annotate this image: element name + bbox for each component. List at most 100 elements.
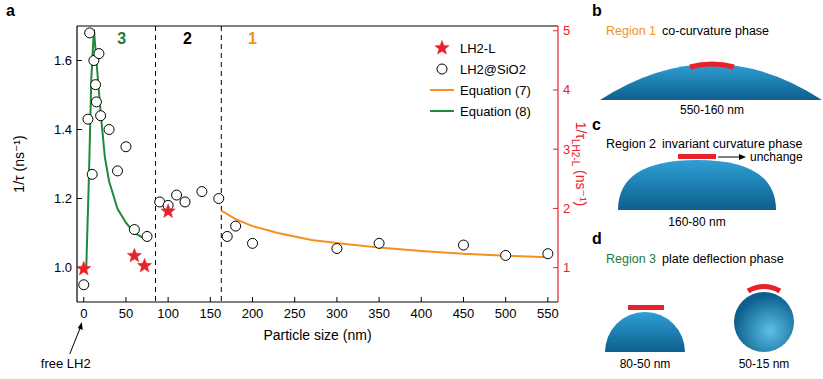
- sphere: [734, 292, 794, 352]
- x-tick-label: 300: [326, 306, 348, 321]
- size-range: 550-160 nm: [680, 103, 744, 117]
- region-label: 3: [117, 30, 126, 47]
- y2-tick-label: 3: [563, 142, 570, 157]
- y2-tick-label: 1: [563, 260, 570, 275]
- data-point: [83, 114, 93, 124]
- x-tick-label: 550: [537, 306, 559, 321]
- legend-swatch: [430, 110, 454, 112]
- x-tick-label: 200: [242, 306, 264, 321]
- x-tick-label: 50: [119, 306, 133, 321]
- data-point: [180, 197, 190, 207]
- y-axis: [76, 26, 77, 302]
- x-tick: [210, 297, 211, 302]
- y-tick-label: 1.0: [54, 260, 72, 275]
- legend-swatch: [437, 64, 447, 74]
- x-tick: [125, 297, 126, 302]
- dome: [600, 64, 822, 100]
- y2-tick: [553, 208, 558, 209]
- x-tick: [168, 297, 169, 302]
- patch: [748, 287, 780, 292]
- note: unchange: [750, 150, 803, 164]
- y2-axis-title-part: LH2-L: [570, 139, 581, 167]
- data-point: [77, 261, 91, 275]
- x-tick-label: 500: [495, 306, 517, 321]
- dome: [605, 312, 685, 352]
- data-point: [161, 204, 175, 218]
- x-tick-label: 400: [410, 306, 432, 321]
- patch: [678, 154, 716, 159]
- panel-letter: b: [592, 2, 602, 19]
- x-tick: [505, 297, 506, 302]
- data-point: [91, 97, 101, 107]
- x-tick: [379, 297, 380, 302]
- x-tick-label: 0: [80, 306, 87, 321]
- patch: [628, 305, 664, 310]
- data-point: [214, 194, 224, 204]
- y-tick: [77, 198, 82, 199]
- x-tick: [547, 297, 548, 302]
- phase-name: invariant curvature phase: [662, 137, 802, 151]
- data-point: [85, 28, 95, 38]
- phase-name: co-curvature phase: [662, 24, 769, 38]
- annotation-text: free LH2: [41, 356, 91, 371]
- y2-axis: [557, 26, 558, 302]
- y2-axis-title-part: (ns⁻¹): [573, 166, 589, 206]
- data-point: [142, 231, 152, 241]
- data-point: [222, 231, 232, 241]
- x-tick: [83, 297, 84, 302]
- data-point: [501, 250, 511, 260]
- data-point: [197, 187, 207, 197]
- y2-axis-title: 1/τLH2-L (ns⁻¹): [570, 122, 589, 207]
- data-point: [332, 244, 342, 254]
- x-tick-label: 150: [199, 306, 221, 321]
- x-tick: [336, 297, 337, 302]
- plot-data: [77, 28, 553, 290]
- y2-tick-label: 2: [563, 201, 570, 216]
- arrowhead: [739, 154, 746, 160]
- data-point: [458, 240, 468, 250]
- figure: a0501001502002503003504004505005501.01.2…: [0, 0, 823, 379]
- y-tick: [77, 129, 82, 130]
- x-tick-label: 100: [157, 306, 179, 321]
- x-tick: [421, 297, 422, 302]
- data-point: [374, 238, 384, 248]
- annotation-arrowhead: [78, 322, 83, 330]
- x-tick: [252, 297, 253, 302]
- x-tick: [294, 297, 295, 302]
- region-bound: [221, 26, 222, 302]
- data-point: [172, 190, 182, 200]
- legend-label: Equation (7): [460, 83, 531, 98]
- data-point: [104, 125, 114, 135]
- x-tick-label: 350: [368, 306, 390, 321]
- data-point: [543, 249, 553, 259]
- region-label: 1: [248, 30, 257, 47]
- data-point: [121, 142, 131, 152]
- data-point: [231, 221, 241, 231]
- region-label: 2: [183, 30, 192, 47]
- legend-swatch: [430, 89, 454, 91]
- data-point: [91, 80, 101, 90]
- data-point: [87, 169, 97, 179]
- y-tick-label: 1.6: [54, 53, 72, 68]
- y2-tick: [553, 149, 558, 150]
- y2-tick: [553, 89, 558, 90]
- data-point: [248, 238, 258, 248]
- legend-label: Equation (8): [460, 104, 531, 119]
- data-point: [113, 166, 123, 176]
- data-point: [127, 248, 141, 262]
- panel-letter: d: [592, 230, 602, 247]
- region-name: Region 3: [606, 252, 656, 266]
- x-axis-title: Particle size (nm): [263, 327, 371, 343]
- arrow: [718, 157, 742, 158]
- legend-label: LH2@SiO2: [460, 62, 526, 77]
- y2-tick-label: 5: [563, 23, 570, 38]
- size-range: 50-15 nm: [739, 357, 790, 371]
- y2-axis-title-part: 1/τ: [573, 122, 589, 140]
- data-point: [129, 225, 139, 235]
- series-line: [221, 211, 548, 258]
- panel-letter: a: [6, 2, 15, 19]
- region-bound: [155, 26, 156, 302]
- y-tick-label: 1.4: [54, 122, 72, 137]
- region-name: Region 1: [606, 24, 656, 38]
- y-tick: [77, 60, 82, 61]
